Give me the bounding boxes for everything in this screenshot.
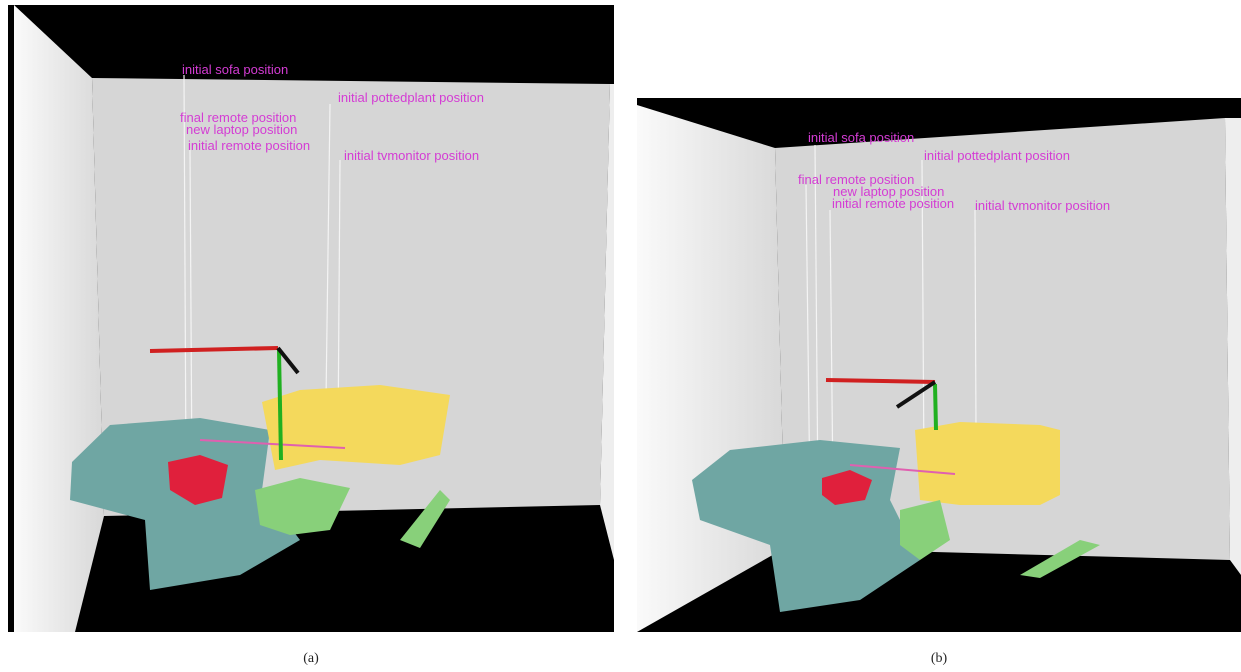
panel-b: initial sofa position initial pottedplan… <box>637 98 1241 666</box>
tv-cloud <box>1020 540 1100 578</box>
label: initial sofa position <box>808 130 914 145</box>
plant-cloud <box>262 385 450 470</box>
right-wall <box>1225 118 1241 575</box>
label: initial pottedplant position <box>924 148 1070 163</box>
axis-z <box>276 346 300 375</box>
axis-y <box>277 349 283 461</box>
label: initial remote position <box>188 138 310 153</box>
label: new laptop position <box>186 122 297 137</box>
right-wall <box>600 84 614 560</box>
caption: (a) <box>303 651 319 666</box>
tv-cloud <box>400 490 450 548</box>
laptop-cloud <box>900 500 950 560</box>
label: new laptop position <box>833 184 944 199</box>
remote-cloud <box>168 455 228 505</box>
label: initial pottedplant position <box>338 90 484 105</box>
label: initial tvmonitor position <box>344 148 479 163</box>
pink-line <box>849 464 956 475</box>
axis-x <box>825 378 936 384</box>
laptop-cloud <box>255 478 350 535</box>
caption: (b) <box>931 651 948 666</box>
left-wall <box>637 105 785 632</box>
axis-y <box>933 383 938 431</box>
axis-z <box>895 380 937 409</box>
back-wall <box>92 78 610 516</box>
left-wall <box>14 5 104 632</box>
label: initial tvmonitor position <box>975 198 1110 213</box>
label: final remote position <box>798 172 914 187</box>
remote-cloud <box>822 470 872 505</box>
pink-line <box>199 439 346 449</box>
sofa-cloud <box>70 418 300 590</box>
label: final remote position <box>180 110 296 125</box>
label: initial sofa position <box>182 62 288 77</box>
label: initial remote position <box>832 196 954 211</box>
plant-cloud <box>915 422 1060 505</box>
axis-x <box>149 346 279 353</box>
panel-a: initial sofa position initial pottedplan… <box>8 5 614 666</box>
